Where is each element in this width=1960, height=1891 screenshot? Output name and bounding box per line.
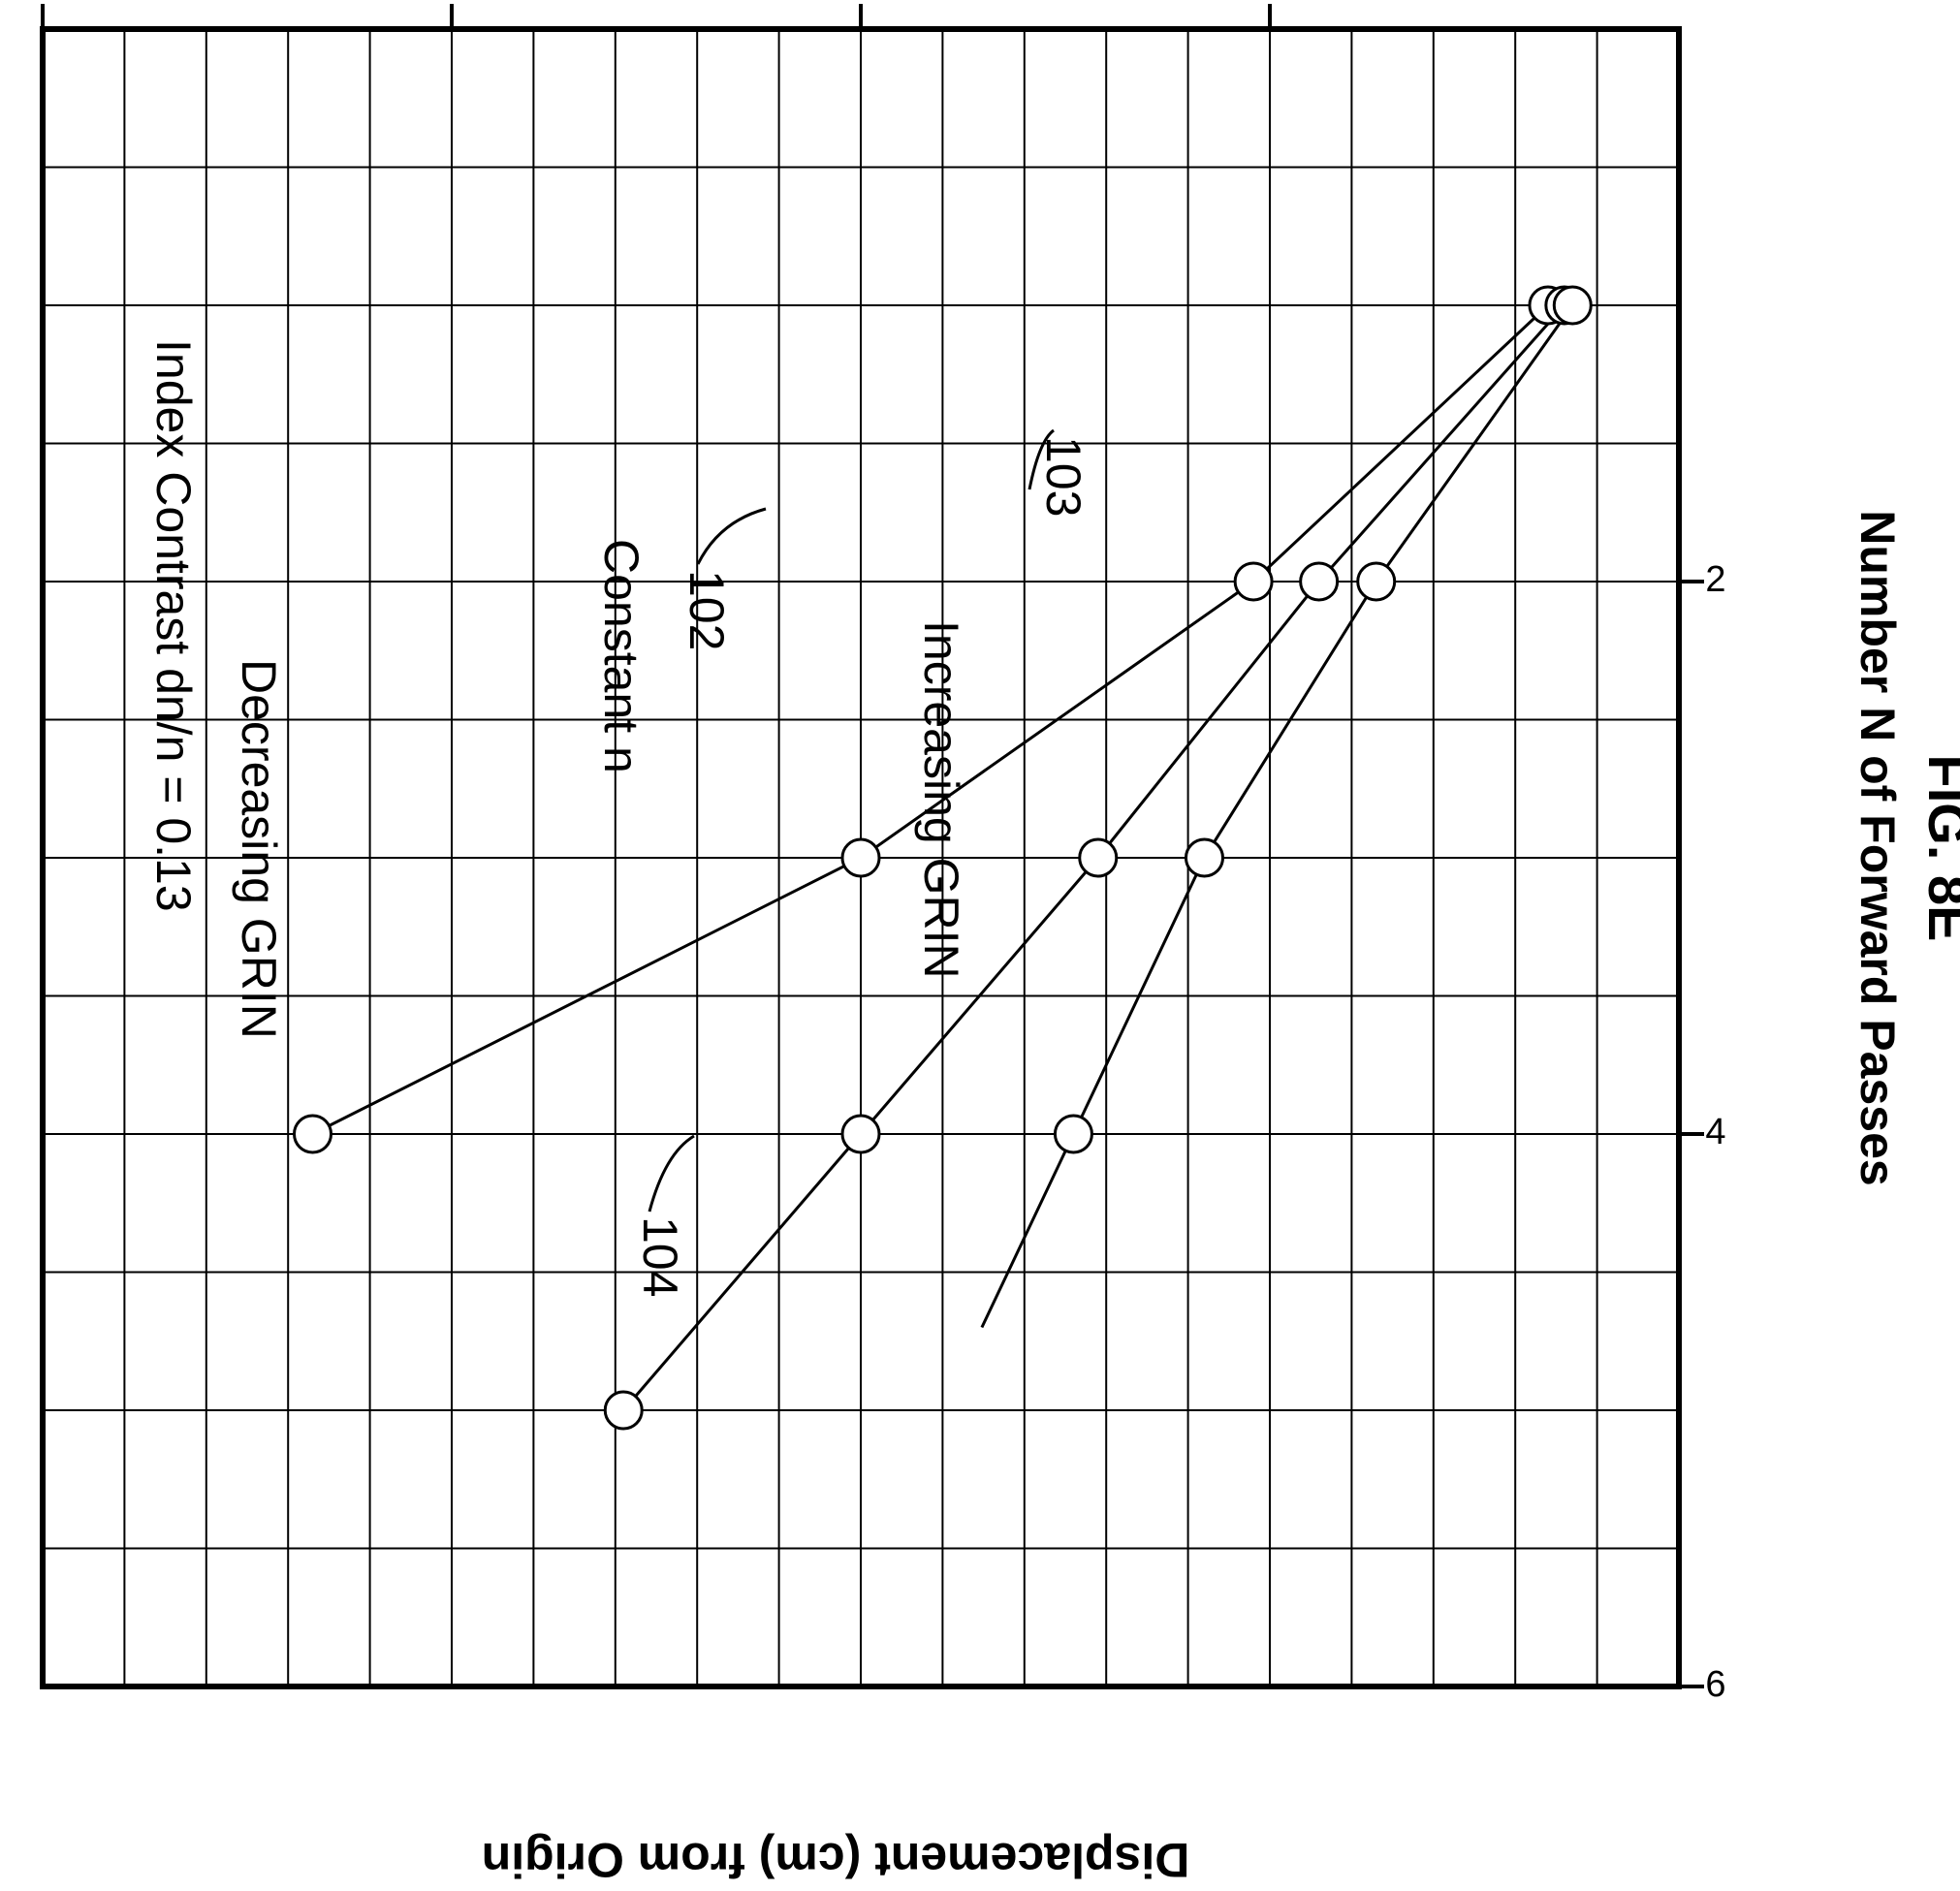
reference-label-102: 102 xyxy=(680,570,734,650)
x-tick-label: 2 xyxy=(1705,559,1725,600)
x-tick-label: 4 xyxy=(1705,1112,1725,1152)
tick-labels: 2465101520 xyxy=(1705,559,1725,1705)
data-point-increasing-grin xyxy=(1184,837,1224,878)
x-tick-label: 6 xyxy=(1705,1664,1725,1705)
data-point-constant-n xyxy=(1299,561,1340,602)
reference-label-104: 104 xyxy=(633,1216,687,1297)
figure-label: FIG. 8E xyxy=(1917,755,1960,942)
leader-102 xyxy=(696,507,767,565)
data-point-increasing-grin xyxy=(1552,285,1593,326)
reference-label-103: 103 xyxy=(1036,436,1091,517)
series-line-increasing-grin xyxy=(1072,304,1574,1135)
series-label-constant-n: Constant n xyxy=(594,539,648,773)
data-point-decreasing-grin xyxy=(840,837,881,878)
leader-104 xyxy=(648,1134,695,1213)
data-point-constant-n xyxy=(840,1114,881,1154)
plot-rotated-group: 2465101520 Index Contrast dn/n = 0.13 De… xyxy=(40,4,1960,1705)
data-point-constant-n xyxy=(1078,837,1119,878)
series-label-increasing-grin: Increasing GRIN xyxy=(914,620,968,979)
x-axis-title: Number N of Forward Passes xyxy=(1850,510,1905,1185)
tick-marks xyxy=(41,4,1704,1688)
data-points xyxy=(293,285,1593,1431)
data-point-increasing-grin xyxy=(1356,561,1397,602)
data-point-decreasing-grin xyxy=(293,1114,333,1154)
data-point-constant-n xyxy=(603,1390,644,1431)
data-point-increasing-grin xyxy=(1053,1114,1093,1154)
series-extension-increasing-grin xyxy=(980,1133,1075,1329)
leader-103 xyxy=(1027,428,1055,490)
y-axis-title: Displacement (cm) from Origin xyxy=(482,1833,1190,1887)
series-label-decreasing-grin: Decreasing GRIN xyxy=(232,659,286,1039)
chart-title: Index Contrast dn/n = 0.13 xyxy=(146,339,201,912)
series-line-decreasing-grin xyxy=(311,303,1549,1136)
data-point-decreasing-grin xyxy=(1233,561,1274,602)
